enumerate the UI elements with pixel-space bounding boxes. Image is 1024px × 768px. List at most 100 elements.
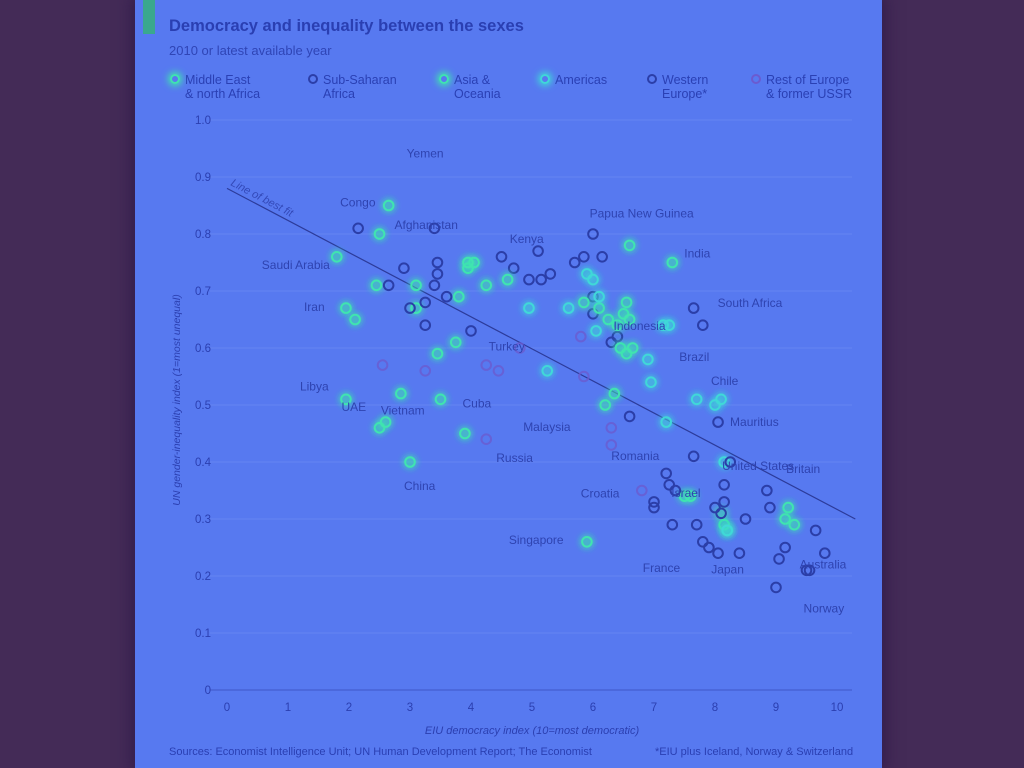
point-annotation: Yemen	[407, 147, 444, 161]
point-annotation: Croatia	[581, 487, 620, 501]
data-point	[581, 268, 593, 280]
legend-marker-icon	[751, 74, 761, 84]
data-point	[376, 359, 389, 371]
point-annotation: Cuba	[463, 396, 492, 410]
data-point	[431, 347, 444, 360]
data-point	[657, 319, 669, 332]
legend-marker-icon	[439, 74, 449, 84]
y-tick-label: 0.3	[195, 514, 211, 526]
data-point	[434, 393, 447, 406]
data-point	[419, 365, 432, 377]
x-axis-label: EIU democracy index (10=most democratic)	[425, 725, 640, 737]
data-point	[709, 501, 721, 514]
data-point	[620, 347, 633, 360]
data-point	[431, 256, 444, 269]
legend-label: Sub-Saharan Africa	[323, 73, 397, 101]
legend-americas: Americas	[540, 73, 608, 87]
source-note: Sources: Economist Intelligence Unit; UN…	[169, 746, 592, 758]
point-annotation: Afghanistan	[395, 218, 458, 232]
data-point	[709, 399, 721, 411]
data-point	[648, 496, 660, 508]
y-tick-label: 0.4	[195, 457, 212, 469]
data-point	[523, 302, 535, 314]
data-point	[578, 296, 590, 309]
data-point	[599, 399, 612, 411]
data-point	[724, 456, 737, 468]
data-point	[690, 393, 703, 406]
data-point	[507, 262, 520, 275]
data-point	[514, 342, 526, 354]
data-point	[590, 325, 602, 337]
legend-rest-of-europe: Rest of Europe & former USSR	[751, 73, 852, 101]
data-point	[739, 513, 752, 525]
data-point	[620, 296, 633, 309]
legend-marker-icon	[540, 74, 550, 84]
data-point	[449, 336, 462, 349]
data-point	[678, 490, 691, 503]
data-point	[712, 416, 724, 428]
data-point	[636, 484, 648, 497]
data-point	[593, 290, 605, 303]
data-point	[462, 256, 474, 269]
data-point	[459, 427, 471, 440]
data-point	[605, 439, 618, 451]
data-point	[602, 313, 615, 326]
data-point	[581, 536, 593, 548]
legend-label: Western Europe*	[662, 73, 709, 101]
data-point	[669, 484, 682, 497]
data-point	[733, 547, 746, 560]
point-annotation: Indonesia	[614, 319, 666, 333]
data-point	[645, 376, 657, 389]
series-group	[331, 199, 493, 440]
x-tick-label: 4	[468, 702, 475, 714]
data-point	[660, 416, 673, 428]
y-tick-label: 1.0	[195, 115, 211, 127]
point-annotation: France	[643, 561, 681, 575]
data-point	[587, 228, 599, 240]
x-tick-label: 0	[224, 702, 230, 714]
point-annotation: Congo	[340, 195, 376, 209]
legend-marker-icon	[170, 74, 180, 84]
point-annotation: Malaysia	[523, 420, 571, 434]
data-point	[663, 479, 676, 491]
y-tick-label: 0.1	[195, 628, 211, 640]
data-point	[623, 239, 636, 252]
data-point	[770, 581, 782, 594]
data-point	[492, 365, 505, 377]
series-group	[648, 450, 831, 594]
data-point	[331, 250, 343, 263]
point-annotation: Brazil	[679, 350, 709, 364]
data-point	[605, 336, 618, 349]
data-point	[773, 553, 785, 565]
y-tick-label: 0.5	[195, 400, 211, 412]
data-point	[410, 302, 422, 314]
y-tick-label: 0.2	[195, 571, 211, 583]
data-point	[523, 273, 535, 286]
data-point	[614, 342, 627, 354]
data-point	[382, 199, 395, 212]
point-annotation: South Africa	[718, 296, 783, 310]
data-point	[718, 518, 730, 531]
data-point	[480, 279, 493, 292]
legend-label: Asia & Oceania	[454, 73, 501, 101]
point-annotation: Israel	[671, 486, 700, 500]
legend-label: Americas	[555, 73, 608, 87]
data-point	[779, 513, 791, 525]
data-point	[495, 250, 508, 263]
point-annotation: Russia	[496, 451, 533, 465]
data-point	[465, 325, 477, 337]
data-point	[462, 262, 474, 275]
data-point	[703, 541, 715, 554]
series-group	[523, 268, 734, 537]
x-tick-label: 9	[773, 702, 779, 714]
data-point	[642, 353, 654, 366]
data-point	[410, 279, 422, 292]
data-point	[370, 279, 383, 292]
data-point	[623, 313, 636, 326]
legend-middle-east: Middle East & north Africa	[170, 73, 260, 101]
chart-panel	[135, 0, 882, 768]
point-annotation: Kenya	[510, 232, 544, 246]
data-point	[428, 279, 441, 292]
data-point	[379, 416, 392, 428]
